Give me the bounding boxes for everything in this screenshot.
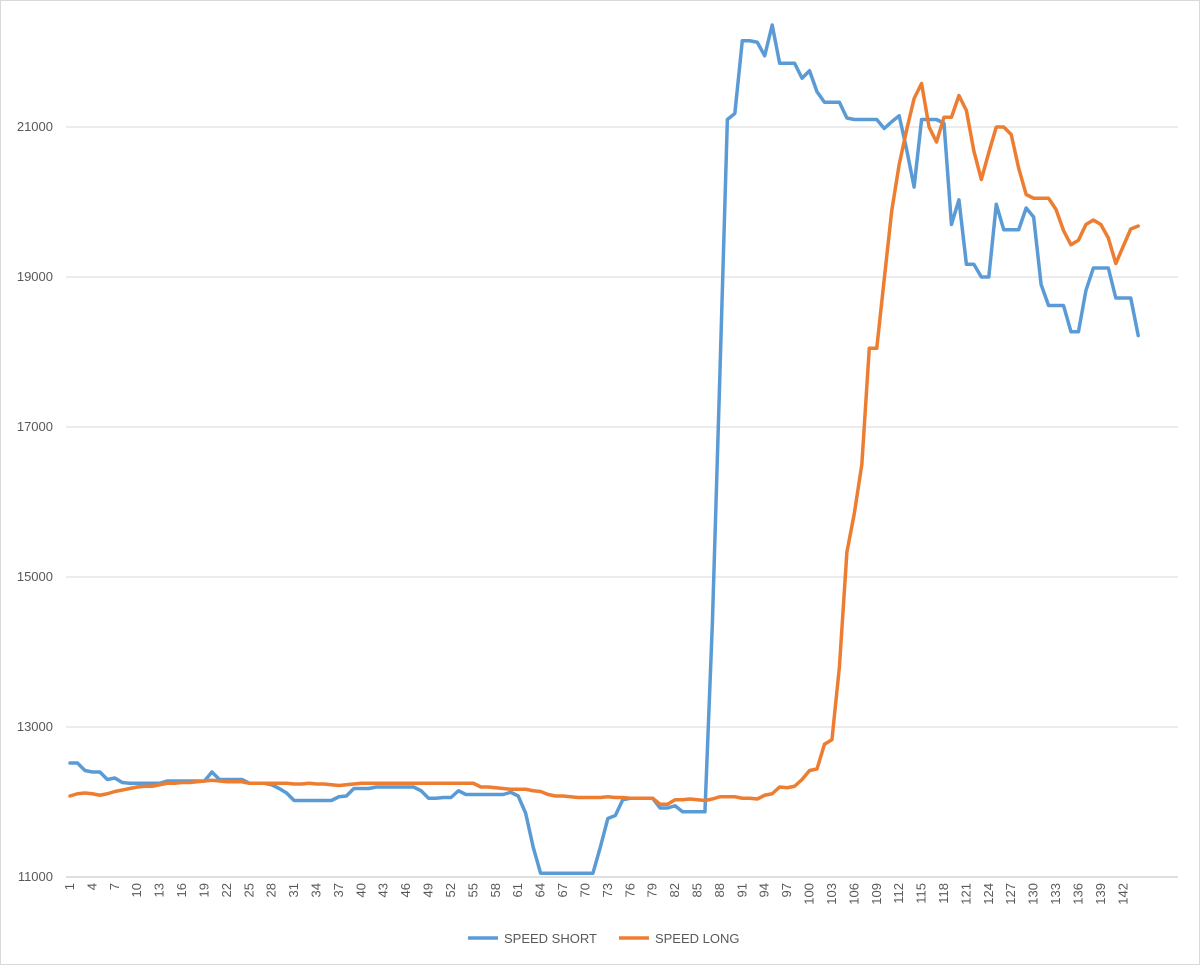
series-line [68, 81, 1140, 806]
x-tick-label: 49 [421, 883, 436, 897]
x-tick-label: 103 [824, 883, 839, 905]
x-tick-label: 64 [533, 883, 548, 897]
x-tick-label: 67 [555, 883, 570, 897]
x-tick-label: 124 [981, 883, 996, 905]
x-tick-label: 22 [219, 883, 234, 897]
x-tick-label: 43 [376, 883, 391, 897]
x-tick-label: 40 [353, 883, 368, 897]
x-tick-label: 106 [846, 883, 861, 905]
legend-label: SPEED SHORT [504, 931, 597, 946]
y-tick-label: 13000 [17, 719, 53, 734]
x-tick-label: 52 [443, 883, 458, 897]
x-tick-label: 97 [779, 883, 794, 897]
x-tick-label: 109 [869, 883, 884, 905]
x-tick-label: 139 [1093, 883, 1108, 905]
x-tick-label: 118 [936, 883, 951, 904]
x-tick-label: 73 [600, 883, 615, 897]
x-tick-label: 4 [84, 883, 99, 890]
y-tick-label: 11000 [18, 869, 53, 884]
x-tick-label: 127 [1003, 883, 1018, 905]
x-tick-label: 7 [107, 883, 122, 890]
x-tick-label: 34 [309, 883, 324, 897]
x-tick-label: 58 [488, 883, 503, 897]
x-tick-label: 31 [286, 883, 301, 897]
x-tick-label: 28 [264, 883, 279, 897]
x-tick-label: 61 [510, 883, 525, 897]
x-tick-label: 16 [174, 883, 189, 897]
y-tick-label: 19000 [17, 269, 53, 284]
x-tick-label: 121 [958, 883, 973, 905]
x-tick-label: 1 [62, 883, 77, 890]
x-tick-label: 76 [622, 883, 637, 897]
x-tick-label: 142 [1115, 883, 1130, 905]
x-tick-label: 82 [667, 883, 682, 897]
legend-label: SPEED LONG [655, 931, 740, 946]
x-tick-label: 133 [1048, 883, 1063, 905]
x-tick-label: 79 [645, 883, 660, 897]
x-tick-label: 130 [1026, 883, 1041, 905]
y-tick-label: 21000 [17, 119, 53, 134]
y-tick-label: 15000 [17, 569, 53, 584]
x-tick-label: 13 [152, 883, 167, 897]
x-tick-label: 85 [689, 883, 704, 897]
x-tick-label: 88 [712, 883, 727, 897]
x-tick-label: 115 [914, 883, 929, 904]
x-tick-label: 94 [757, 883, 772, 897]
x-tick-label: 46 [398, 883, 413, 897]
x-tick-label: 55 [465, 883, 480, 897]
x-tick-label: 91 [734, 883, 749, 897]
x-tick-label: 100 [802, 883, 817, 905]
x-tick-label: 10 [129, 883, 144, 897]
x-tick-label: 25 [241, 883, 256, 897]
x-tick-label: 70 [577, 883, 592, 897]
x-tick-label: 112 [891, 883, 906, 904]
y-tick-label: 17000 [17, 419, 53, 434]
x-tick-label: 136 [1070, 883, 1085, 905]
x-tick-label: 37 [331, 883, 346, 897]
x-tick-label: 19 [196, 883, 211, 897]
